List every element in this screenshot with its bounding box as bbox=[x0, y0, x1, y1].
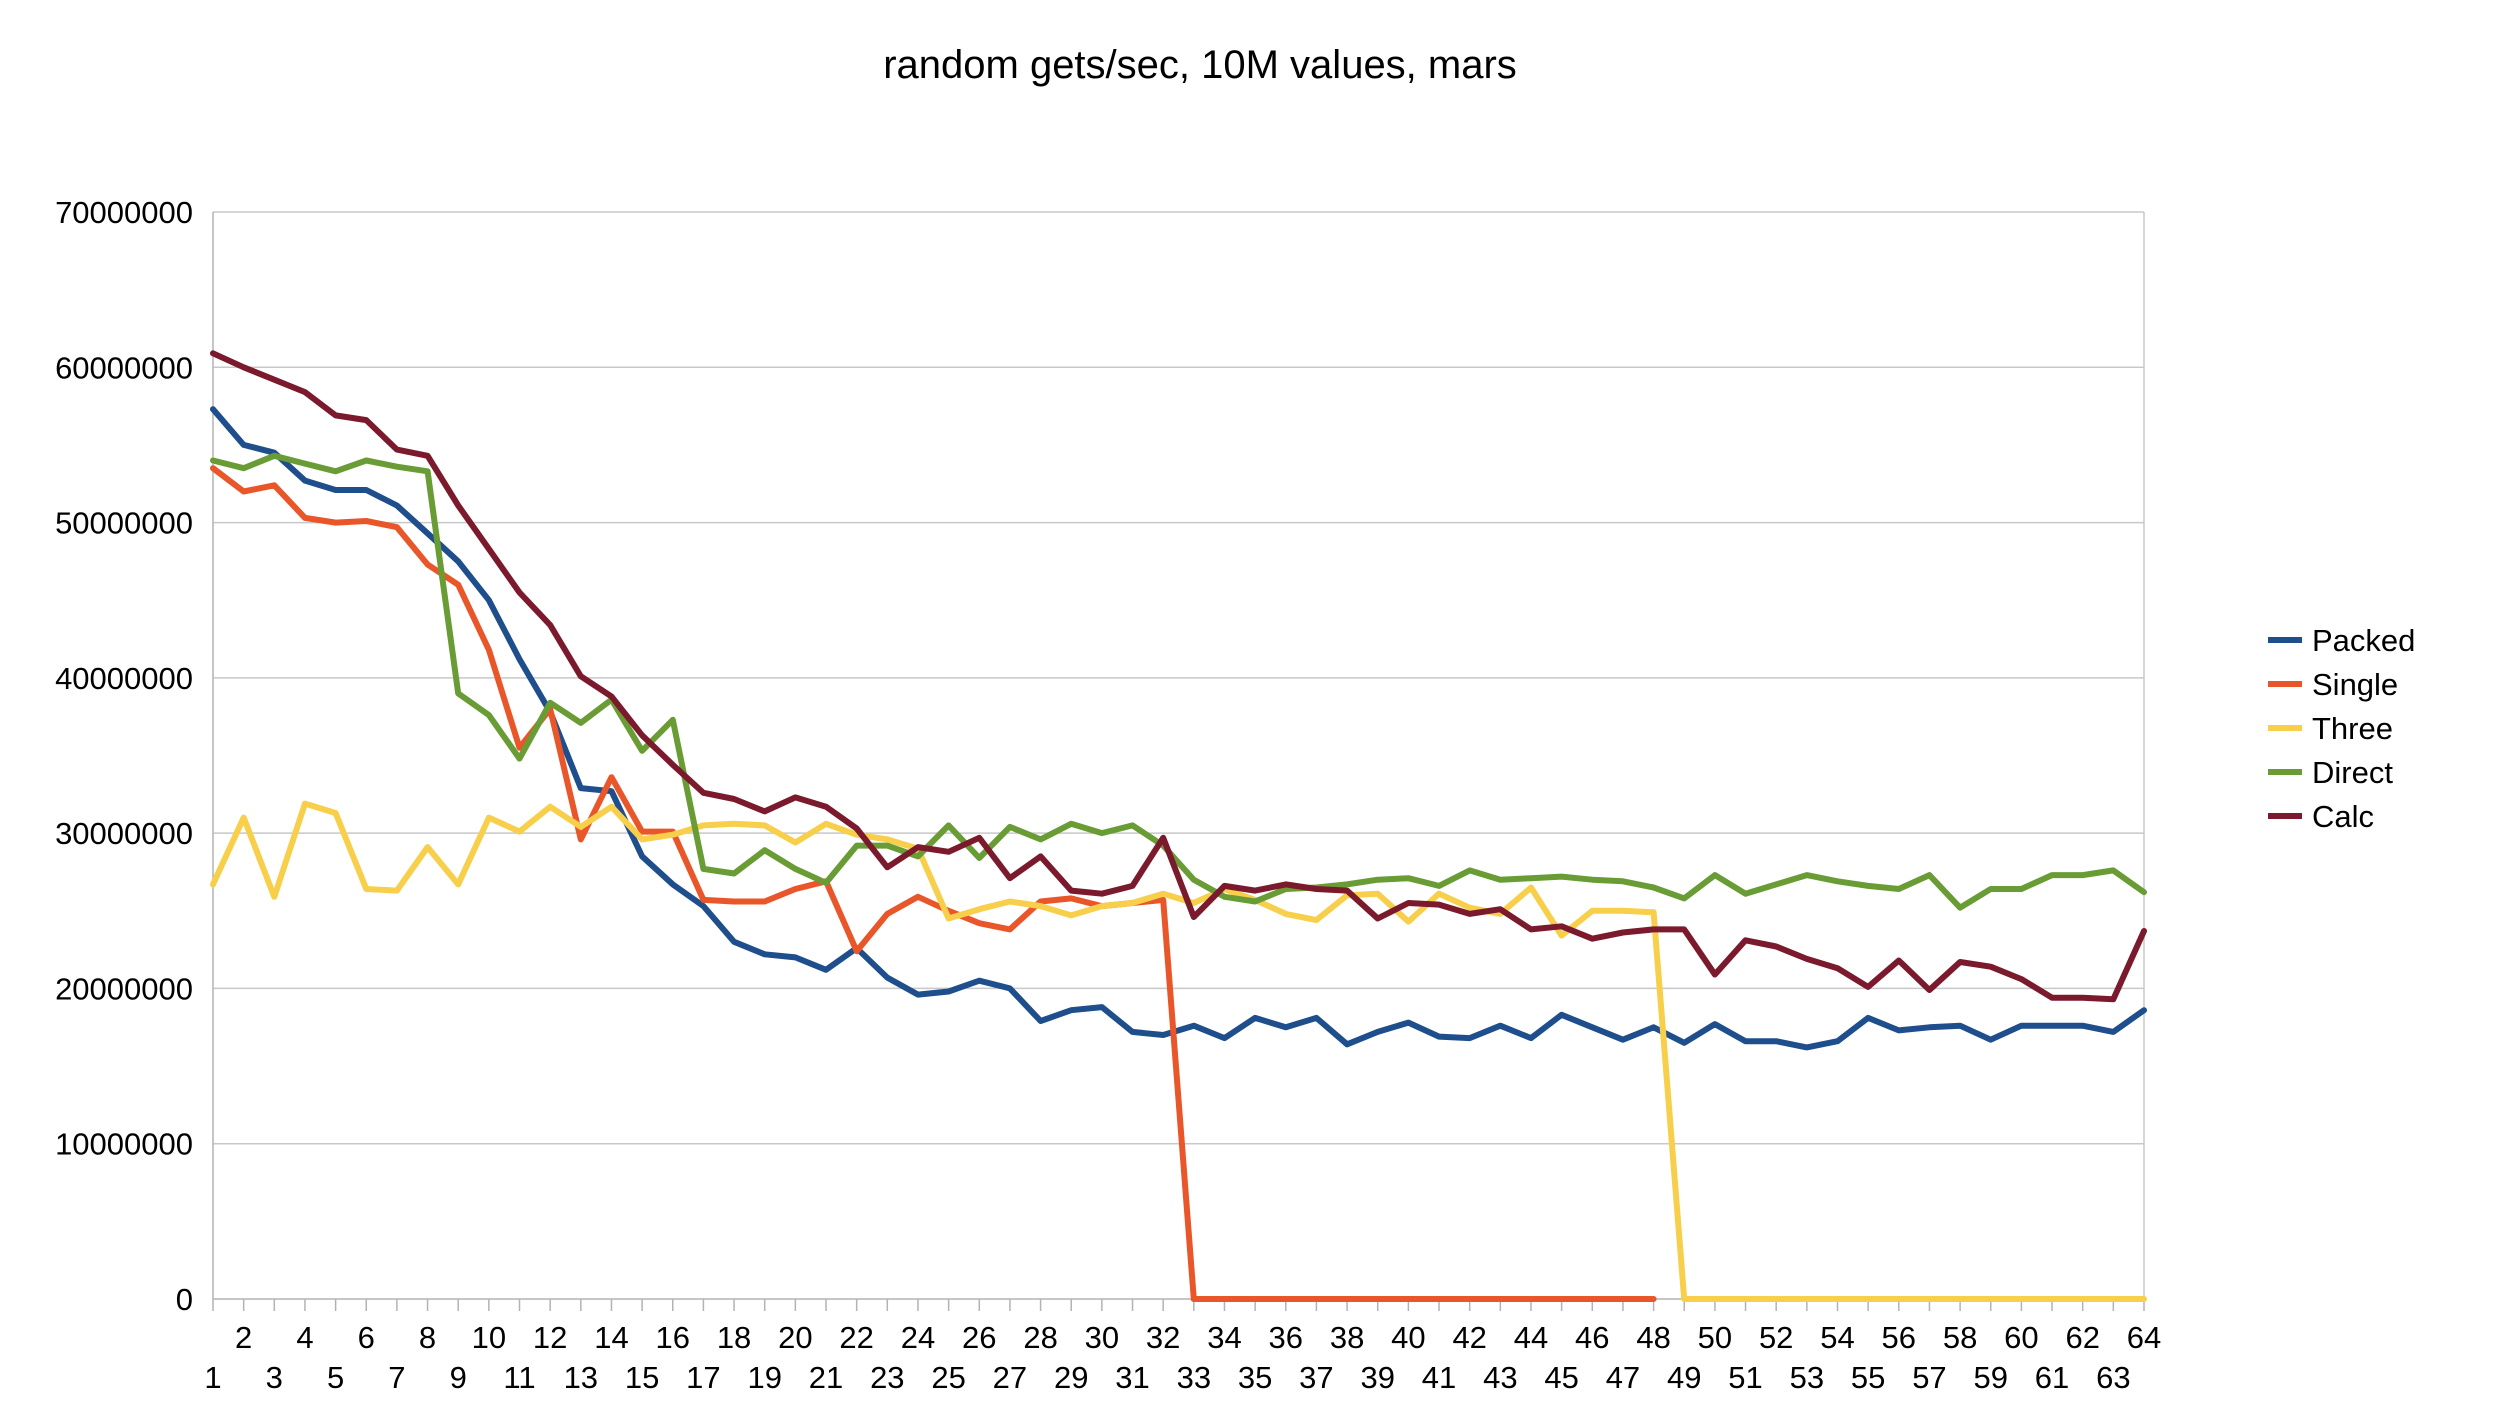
y-tick-label: 40000000 bbox=[55, 661, 193, 696]
x-tick-label: 61 bbox=[2035, 1360, 2069, 1395]
x-tick-label: 5 bbox=[327, 1360, 344, 1395]
legend: Packed Single Three Direct Calc bbox=[2268, 623, 2415, 834]
x-tick-label: 10 bbox=[472, 1320, 506, 1355]
y-axis-tick-labels: 70000000 60000000 50000000 40000000 30000000… bbox=[55, 195, 193, 1317]
x-tick-label: 25 bbox=[931, 1360, 965, 1395]
x-tick-label: 64 bbox=[2127, 1320, 2161, 1355]
x-tick-label: 37 bbox=[1299, 1360, 1333, 1395]
x-tick-label: 59 bbox=[1974, 1360, 2008, 1395]
x-tick-label: 8 bbox=[419, 1320, 436, 1355]
x-tick-label: 41 bbox=[1422, 1360, 1456, 1395]
legend-label: Packed bbox=[2312, 623, 2415, 658]
x-tick-label: 7 bbox=[388, 1360, 405, 1395]
x-tick-label: 56 bbox=[1882, 1320, 1916, 1355]
x-tick-label: 48 bbox=[1636, 1320, 1670, 1355]
x-tick-label: 3 bbox=[266, 1360, 283, 1395]
x-tick-label: 1 bbox=[204, 1360, 221, 1395]
x-tick-label: 6 bbox=[358, 1320, 375, 1355]
grid-lines bbox=[213, 211, 2144, 1145]
legend-item-packed: Packed bbox=[2268, 623, 2415, 658]
x-tick-label: 9 bbox=[450, 1360, 467, 1395]
x-tick-label: 42 bbox=[1452, 1320, 1486, 1355]
x-tick-label: 51 bbox=[1728, 1360, 1762, 1395]
x-tick-label: 30 bbox=[1085, 1320, 1119, 1355]
x-tick-label: 49 bbox=[1667, 1360, 1701, 1395]
x-tick-label: 12 bbox=[533, 1320, 567, 1355]
x-tick-label: 52 bbox=[1759, 1320, 1793, 1355]
x-tick-label: 62 bbox=[2065, 1320, 2099, 1355]
legend-item-calc: Calc bbox=[2268, 799, 2374, 834]
x-tick-label: 54 bbox=[1820, 1320, 1854, 1355]
x-tick-label: 47 bbox=[1606, 1360, 1640, 1395]
legend-item-direct: Direct bbox=[2268, 755, 2393, 790]
x-axis-tick-labels: 1234567891011121314151617181920212223242… bbox=[204, 1320, 2161, 1395]
series-line-three bbox=[210, 800, 2147, 1302]
x-tick-label: 11 bbox=[503, 1360, 535, 1395]
legend-label: Three bbox=[2312, 711, 2393, 746]
x-tick-label: 60 bbox=[2004, 1320, 2038, 1355]
x-tick-label: 16 bbox=[656, 1320, 690, 1355]
y-tick-label: 60000000 bbox=[55, 350, 193, 385]
x-tick-label: 13 bbox=[564, 1360, 598, 1395]
y-tick-label: 0 bbox=[176, 1282, 193, 1317]
x-tick-label: 15 bbox=[625, 1360, 659, 1395]
legend-label: Calc bbox=[2312, 799, 2374, 834]
x-tick-label: 31 bbox=[1115, 1360, 1149, 1395]
x-tick-label: 24 bbox=[901, 1320, 935, 1355]
series-lines bbox=[210, 350, 2147, 1302]
x-tick-label: 43 bbox=[1483, 1360, 1517, 1395]
x-tick-label: 22 bbox=[839, 1320, 873, 1355]
x-tick-label: 32 bbox=[1146, 1320, 1180, 1355]
x-tick-label: 33 bbox=[1177, 1360, 1211, 1395]
x-tick-label: 29 bbox=[1054, 1360, 1088, 1395]
x-tick-label: 18 bbox=[717, 1320, 751, 1355]
x-tick-label: 63 bbox=[2096, 1360, 2130, 1395]
x-tick-label: 14 bbox=[594, 1320, 628, 1355]
x-tick-label: 35 bbox=[1238, 1360, 1272, 1395]
x-tick-label: 4 bbox=[296, 1320, 313, 1355]
x-tick-label: 36 bbox=[1269, 1320, 1303, 1355]
legend-label: Single bbox=[2312, 667, 2398, 702]
x-tick-label: 39 bbox=[1360, 1360, 1394, 1395]
x-tick-label: 53 bbox=[1790, 1360, 1824, 1395]
series-line-packed bbox=[210, 406, 2147, 1051]
x-tick-label: 40 bbox=[1391, 1320, 1425, 1355]
legend-item-single: Single bbox=[2268, 667, 2398, 702]
x-tick-label: 28 bbox=[1023, 1320, 1057, 1355]
x-tick-label: 44 bbox=[1514, 1320, 1548, 1355]
x-tick-label: 23 bbox=[870, 1360, 904, 1395]
x-tick-label: 34 bbox=[1207, 1320, 1241, 1355]
series-line-direct bbox=[210, 452, 2147, 911]
series-line-calc bbox=[210, 350, 2147, 1003]
x-tick-label: 20 bbox=[778, 1320, 812, 1355]
x-tick-label: 38 bbox=[1330, 1320, 1364, 1355]
x-tick-label: 57 bbox=[1912, 1360, 1946, 1395]
x-tick-label: 58 bbox=[1943, 1320, 1977, 1355]
x-tick-label: 26 bbox=[962, 1320, 996, 1355]
x-tick-label: 45 bbox=[1544, 1360, 1578, 1395]
y-tick-label: 30000000 bbox=[55, 816, 193, 851]
x-tick-label: 27 bbox=[993, 1360, 1027, 1395]
y-tick-label: 10000000 bbox=[55, 1127, 193, 1162]
legend-item-three: Three bbox=[2268, 711, 2393, 746]
x-tick-label: 55 bbox=[1851, 1360, 1885, 1395]
series-line-single bbox=[210, 465, 1657, 1302]
x-tick-label: 46 bbox=[1575, 1320, 1609, 1355]
x-tick-label: 17 bbox=[686, 1360, 720, 1395]
x-tick-label: 21 bbox=[809, 1360, 843, 1395]
x-tick-label: 50 bbox=[1698, 1320, 1732, 1355]
x-tick-label: 2 bbox=[235, 1320, 252, 1355]
y-tick-label: 70000000 bbox=[55, 195, 193, 230]
legend-label: Direct bbox=[2312, 755, 2393, 790]
x-tick-label: 19 bbox=[747, 1360, 781, 1395]
chart-title: random gets/sec, 10M values, mars bbox=[883, 43, 1517, 87]
y-tick-label: 20000000 bbox=[55, 971, 193, 1006]
y-tick-label: 50000000 bbox=[55, 506, 193, 541]
